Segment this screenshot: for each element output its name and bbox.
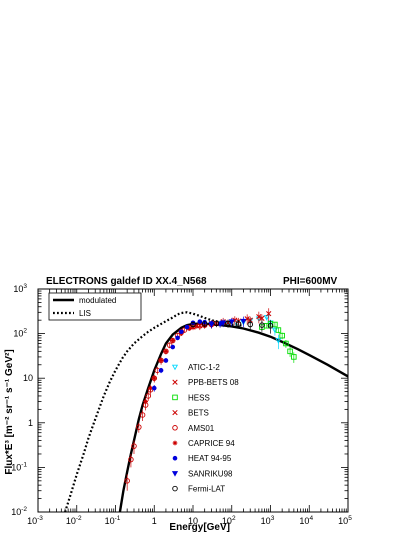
- point-caprice-94: [158, 358, 164, 363]
- legend-label: PPB-BETS 08: [188, 378, 239, 387]
- point-ams01: [139, 412, 146, 418]
- point-sanriku98: [208, 322, 215, 328]
- point-fermi-lat: [235, 321, 242, 327]
- point-heat-94-95: [175, 335, 180, 341]
- x-tick-label: 103: [261, 515, 275, 526]
- legend-marker: [172, 440, 178, 446]
- legend-label: modulated: [79, 296, 116, 305]
- y-tick-labels: 10-2 10-1 1 10 102 103: [11, 283, 33, 517]
- point-heat-94-95: [151, 385, 157, 391]
- y-tick-label: 1: [28, 418, 33, 428]
- axis-ticks: [37, 288, 349, 513]
- point-heat-94-95: [158, 368, 164, 373]
- point-sanriku98: [220, 320, 227, 326]
- legend-label: LIS: [79, 309, 91, 318]
- point-hess: [283, 340, 289, 347]
- point-hess: [287, 348, 293, 355]
- curve-modulated: [118, 322, 348, 512]
- x-tick-label: 10-1: [105, 515, 121, 526]
- y-axis-title: Flux*E³ [m⁻² sr⁻¹ s⁻¹ GeV²]: [4, 349, 15, 474]
- point-bets: [259, 315, 265, 321]
- legend-label: HEAT 94-95: [188, 454, 232, 463]
- point-hess: [291, 354, 297, 360]
- legend-marker: [172, 485, 178, 492]
- y-tick-label: 103: [13, 283, 27, 294]
- legend-label: CAPRICE 94: [188, 439, 235, 448]
- legend-marker: [172, 409, 178, 416]
- point-fermi-lat: [201, 321, 208, 327]
- legend-label: HESS: [188, 393, 210, 402]
- point-ppb-bets-08: [256, 313, 262, 320]
- legend-marker: [172, 455, 178, 461]
- x-tick-label: 104: [299, 515, 313, 526]
- data-points: [124, 308, 297, 491]
- point-fermi-lat: [267, 322, 274, 329]
- x-tick-label: 102: [222, 515, 236, 526]
- x-tick-label: 10-3: [27, 515, 43, 526]
- point-ppb-bets-08: [266, 311, 272, 317]
- x-axis-title: Energy[GeV]: [169, 522, 230, 533]
- point-ams01: [136, 424, 142, 430]
- point-fermi-lat: [225, 320, 231, 327]
- x-tick-label: 10: [188, 516, 198, 526]
- point-fermi-lat: [259, 322, 265, 328]
- point-ams01: [131, 443, 137, 449]
- y-tick-label: 10-2: [11, 506, 27, 517]
- point-hess: [279, 332, 285, 339]
- legend-label: AMS01: [188, 424, 215, 433]
- legend-marker: [171, 364, 179, 371]
- legend-label: Fermi-LAT: [188, 485, 225, 494]
- legend-marker: [172, 394, 178, 401]
- y-tick-label: 10-1: [11, 461, 27, 472]
- legend-label: SANRIKU98: [188, 469, 233, 478]
- x-tick-label: 105: [338, 515, 352, 526]
- point-sanriku98: [228, 319, 235, 325]
- point-heat-94-95: [179, 329, 184, 335]
- legend-label: BETS: [188, 409, 209, 418]
- point-ams01: [124, 478, 130, 484]
- legend-label: ATIC-1-2: [188, 363, 220, 372]
- point-ams01: [145, 393, 151, 399]
- point-caprice-94: [163, 349, 169, 354]
- chart-subtitle: PHI=600MV: [283, 276, 338, 287]
- point-caprice-94: [170, 338, 176, 343]
- point-fermi-lat: [213, 320, 220, 327]
- chart-title: ELECTRONS galdef ID XX.4_N568: [46, 276, 207, 287]
- legend-frame: [48, 292, 142, 321]
- point-sanriku98: [240, 318, 247, 325]
- point-heat-94-95: [197, 319, 203, 324]
- point-caprice-94: [151, 375, 157, 381]
- point-fermi-lat: [190, 321, 196, 328]
- y-tick-label: 10: [23, 373, 33, 383]
- curve-legend: modulated LIS: [48, 292, 142, 321]
- curve-lis: [64, 311, 244, 512]
- point-heat-94-95: [184, 324, 190, 330]
- x-tick-label: 1: [152, 516, 157, 526]
- legend-marker: [171, 471, 179, 477]
- point-atic-1-2: [275, 338, 282, 344]
- y-tick-label: 102: [13, 328, 27, 339]
- point-fermi-lat: [247, 321, 253, 328]
- point-ams01: [128, 456, 134, 463]
- point-heat-94-95: [170, 344, 176, 350]
- legend-marker: [172, 379, 178, 385]
- point-caprice-94: [143, 399, 148, 404]
- x-tick-label: 10-2: [66, 515, 82, 526]
- x-tick-labels: 10-3 10-2 10-1 1 10 102 103 104 105: [27, 515, 352, 526]
- point-hess: [275, 327, 282, 333]
- point-heat-94-95: [163, 358, 169, 363]
- legend-marker: [172, 425, 178, 431]
- series-legend: ATIC-1-2 PPB-BETS 08 HESS BETS AMS01 CAPRICE …: [171, 363, 239, 494]
